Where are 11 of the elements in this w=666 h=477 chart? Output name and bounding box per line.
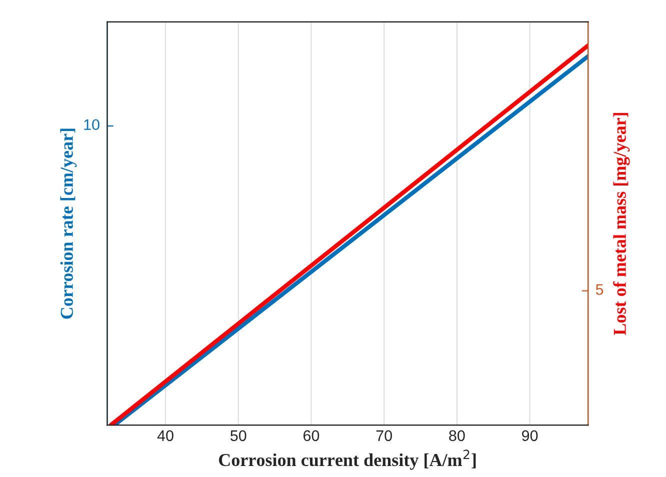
x-tick-label: 80 <box>449 430 465 442</box>
y-axis-title: Corrosion rate [cm/year] <box>60 128 77 319</box>
x-axis-title: Corrosion current density [A/m$^{2}$] <box>218 450 476 470</box>
x-tick-label: 70 <box>376 430 392 442</box>
text: 5 <box>596 284 604 295</box>
x-tick-label: 50 <box>230 430 246 442</box>
y2-axis-title: Lost of metal mass [mg/year] <box>613 113 630 335</box>
x-tick-label: 40 <box>157 430 174 442</box>
text: 10 <box>84 119 100 130</box>
x-tick-label: 90 <box>522 430 538 442</box>
x-tick-label: 60 <box>304 430 320 442</box>
